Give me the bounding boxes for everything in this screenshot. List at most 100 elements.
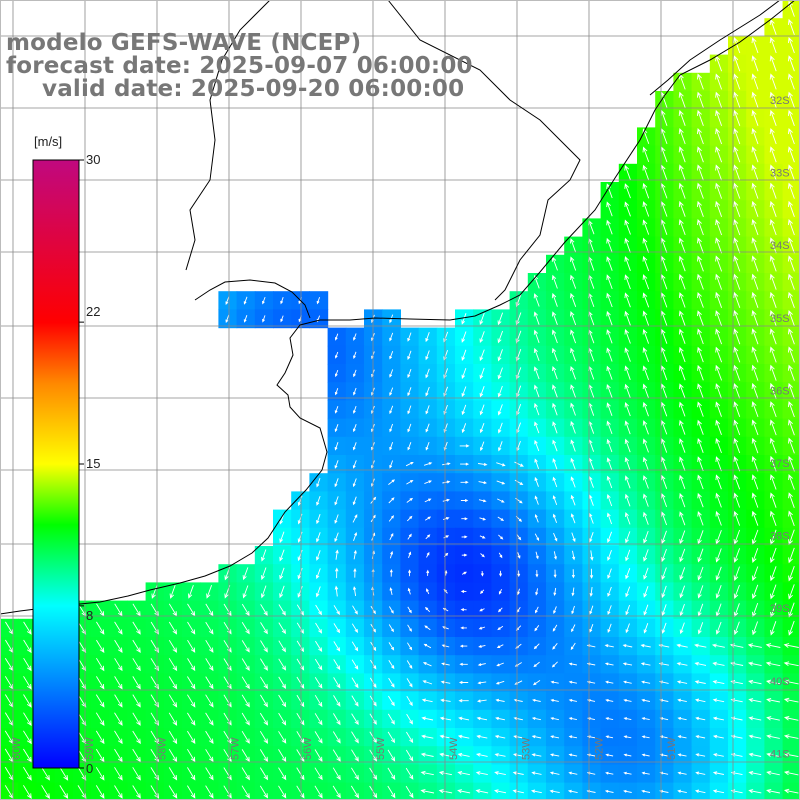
wind-arrow bbox=[187, 785, 196, 799]
wind-arrow bbox=[352, 405, 357, 414]
wind-arrow bbox=[678, 73, 686, 90]
wind-arrow bbox=[788, 510, 795, 527]
wind-arrow bbox=[296, 767, 305, 781]
wind-arrow bbox=[769, 492, 777, 508]
wind-arrow bbox=[624, 420, 631, 435]
wind-arrow bbox=[788, 547, 795, 564]
wind-arrow bbox=[733, 364, 741, 381]
wind-arrow bbox=[241, 694, 250, 708]
wind-arrow bbox=[783, 770, 799, 776]
wind-arrow bbox=[642, 310, 650, 326]
wind-arrow bbox=[661, 456, 668, 471]
wind-arrow bbox=[424, 480, 432, 485]
wind-arrow bbox=[769, 510, 777, 526]
speed-cell bbox=[782, 473, 800, 492]
wind-arrow bbox=[495, 680, 505, 685]
wind-arrow bbox=[353, 567, 357, 578]
speed-cell bbox=[782, 309, 800, 329]
wind-arrow bbox=[297, 567, 303, 580]
wind-arrow bbox=[114, 730, 123, 745]
wind-arrow bbox=[514, 479, 524, 486]
wind-arrow bbox=[439, 734, 452, 739]
wind-arrow bbox=[623, 753, 632, 757]
speed-cell bbox=[673, 782, 693, 800]
wind-arrow bbox=[242, 585, 249, 599]
wind-arrow bbox=[534, 439, 540, 452]
wind-arrow bbox=[679, 401, 686, 417]
wind-arrow bbox=[769, 237, 777, 254]
wind-arrow bbox=[389, 387, 394, 396]
wind-arrow bbox=[461, 313, 467, 325]
lon-label: 51W bbox=[666, 737, 678, 760]
wind-arrow bbox=[241, 603, 250, 617]
wind-arrow bbox=[694, 698, 706, 703]
wind-arrow bbox=[570, 256, 577, 271]
speed-cell bbox=[782, 254, 800, 274]
wind-arrow bbox=[787, 55, 795, 72]
wind-arrow bbox=[571, 605, 575, 615]
wind-arrow bbox=[333, 641, 341, 652]
wind-arrow bbox=[660, 346, 668, 363]
wind-arrow bbox=[643, 511, 649, 525]
wind-arrow bbox=[607, 623, 612, 633]
wind-arrow bbox=[549, 771, 560, 775]
wind-arrow bbox=[353, 549, 357, 560]
wind-arrow bbox=[550, 680, 559, 684]
coastline bbox=[0, 0, 796, 615]
wind-arrow bbox=[549, 753, 560, 757]
wind-arrow bbox=[625, 604, 631, 616]
wind-arrow bbox=[260, 640, 268, 653]
wind-arrow bbox=[334, 369, 339, 378]
wind-arrow bbox=[440, 680, 451, 684]
speed-cell bbox=[782, 291, 800, 310]
wind-arrow bbox=[787, 346, 795, 363]
wind-arrow bbox=[352, 478, 357, 488]
wind-arrow bbox=[677, 698, 687, 703]
wind-arrow bbox=[479, 367, 485, 380]
wind-arrow bbox=[696, 146, 704, 163]
wind-arrow bbox=[316, 495, 321, 506]
wind-arrow bbox=[769, 55, 777, 72]
wind-arrow bbox=[769, 455, 777, 472]
wind-arrow bbox=[606, 310, 613, 326]
wind-arrow bbox=[532, 680, 541, 686]
speed-cell bbox=[145, 782, 165, 800]
wind-arrow bbox=[457, 734, 470, 739]
wind-arrow bbox=[96, 621, 105, 635]
wind-arrow bbox=[604, 644, 614, 648]
wind-arrow bbox=[132, 639, 141, 653]
wind-arrow bbox=[715, 383, 722, 399]
speed-cell bbox=[127, 782, 147, 800]
wind-arrow bbox=[624, 256, 631, 271]
speed-cell bbox=[782, 163, 800, 183]
colorbar-tick-15: 15 bbox=[86, 456, 101, 471]
wind-arrow bbox=[604, 662, 614, 666]
wind-arrow bbox=[676, 662, 688, 666]
wind-arrow bbox=[493, 789, 507, 794]
wind-arrow bbox=[551, 329, 558, 344]
wind-arrow bbox=[241, 749, 250, 763]
wind-arrow bbox=[697, 237, 704, 254]
speed-cell bbox=[54, 782, 74, 800]
wind-arrow bbox=[553, 532, 558, 542]
wind-arrow bbox=[480, 553, 485, 558]
wind-arrow bbox=[114, 676, 123, 690]
wind-arrow bbox=[751, 419, 759, 436]
wind-arrow bbox=[697, 310, 704, 326]
wind-arrow bbox=[712, 789, 725, 794]
wind-arrow bbox=[479, 331, 485, 344]
wind-arrow bbox=[241, 730, 250, 744]
wind-arrow bbox=[421, 734, 434, 739]
wind-arrow bbox=[733, 548, 741, 563]
wind-arrow bbox=[314, 731, 323, 744]
wind-arrow bbox=[389, 587, 393, 596]
wind-arrow bbox=[640, 662, 651, 666]
wind-arrow bbox=[533, 366, 540, 380]
wind-arrow bbox=[751, 510, 759, 526]
wind-arrow bbox=[715, 585, 722, 599]
wind-arrow bbox=[678, 128, 686, 145]
wind-arrow bbox=[443, 517, 450, 521]
wind-arrow bbox=[387, 731, 396, 744]
wind-arrow bbox=[475, 771, 488, 776]
